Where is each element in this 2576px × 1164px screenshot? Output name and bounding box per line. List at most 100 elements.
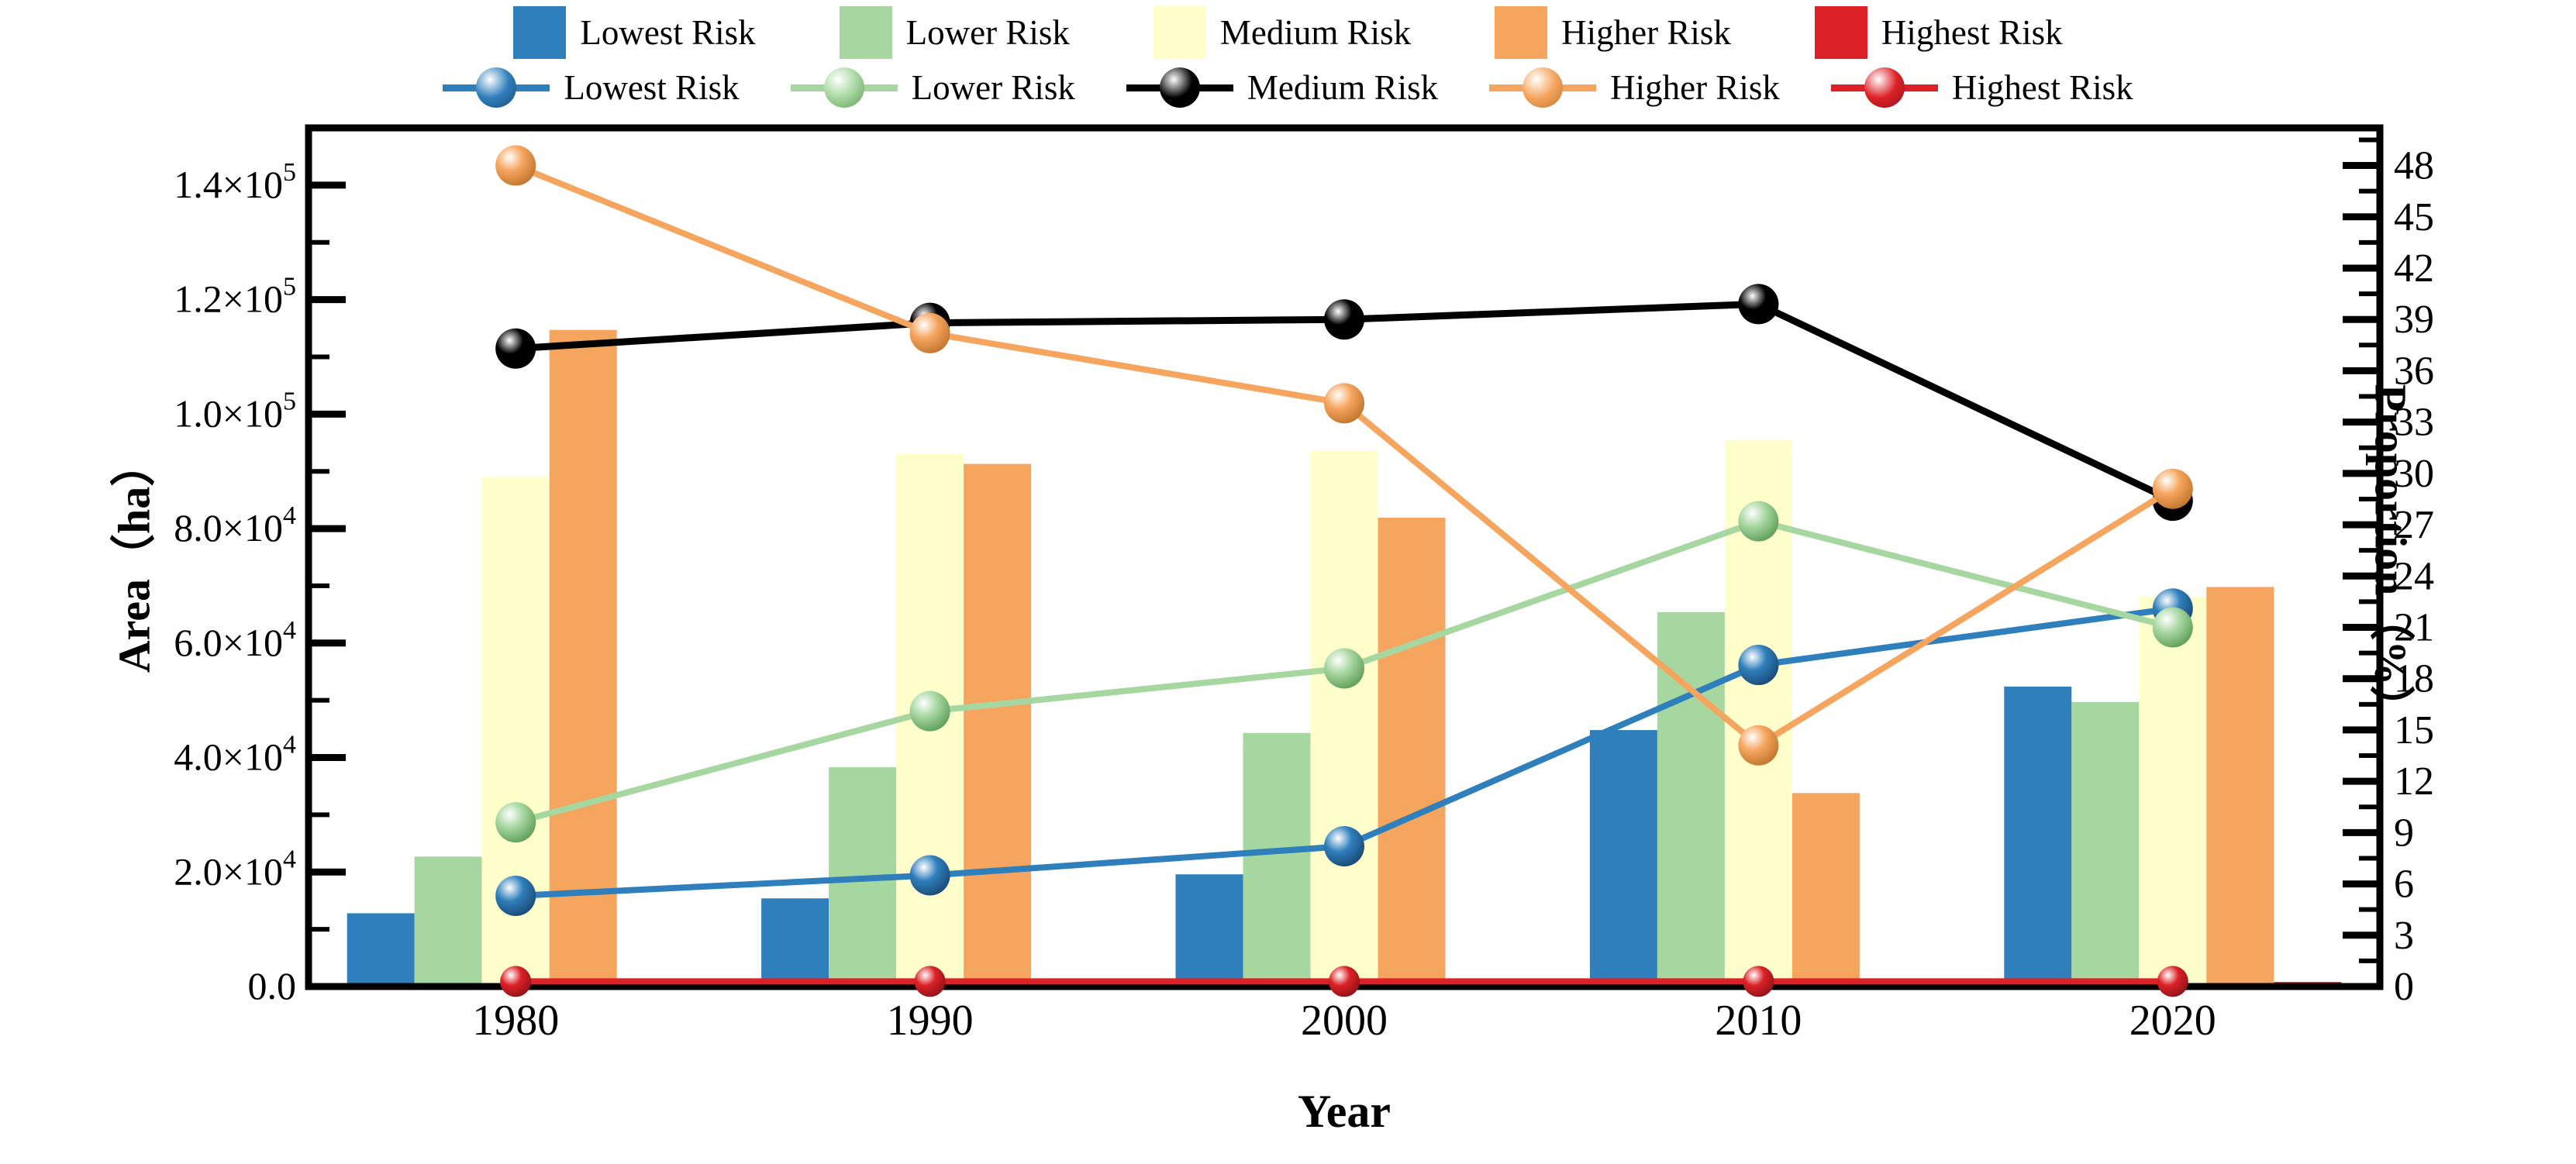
bar (347, 913, 415, 987)
legend-label: Medium Risk (1247, 68, 1439, 107)
right-tick-label: 0 (2394, 965, 2414, 1009)
left-tick-label: 0.0 (248, 964, 297, 1007)
bar-series-medium-risk (481, 440, 2207, 987)
legend-label: Highest Risk (1881, 13, 2063, 52)
higher-risk-marker (1738, 725, 1779, 766)
lower-risk-marker (495, 802, 536, 843)
legend-label: Lowest Risk (580, 13, 756, 52)
bar (1378, 518, 1446, 987)
medium-risk-marker (495, 328, 536, 369)
legend-bar-item-lower-risk: Lower Risk (839, 6, 1070, 59)
bar-series-higher-risk (549, 329, 2274, 987)
legend-swatch-icon (1814, 6, 1867, 59)
medium-risk-marker (1324, 299, 1364, 340)
right-tick-label: 6 (2394, 863, 2414, 907)
x-tick-label: 2000 (1301, 997, 1388, 1045)
right-tick-label: 48 (2394, 144, 2434, 188)
axis-ticks (312, 137, 2377, 990)
higher-risk-marker (495, 145, 536, 186)
right-tick-label: 15 (2394, 708, 2434, 752)
legend-label: Lower Risk (905, 13, 1070, 52)
line-series-higher-risk (495, 145, 2193, 766)
legend-line-item-medium-risk: Medium Risk (1126, 65, 1438, 110)
legend-swatch-icon (513, 6, 567, 59)
bar (1243, 732, 1311, 987)
bar (2206, 587, 2274, 987)
lowest-risk-marker (1324, 826, 1364, 867)
x-axis-title: Year (1298, 1086, 1391, 1137)
higher-risk-marker (909, 312, 950, 353)
line-series-lowest-risk (495, 588, 2193, 917)
legend-swatch-icon (1495, 6, 1548, 59)
right-tick-label: 9 (2394, 811, 2414, 855)
legend-line-marker-icon (1126, 65, 1233, 110)
highest-risk-marker (914, 966, 946, 997)
x-tick-label: 1980 (472, 997, 559, 1045)
lower-risk-marker (2152, 607, 2193, 648)
legend-line-marker-icon (443, 65, 550, 110)
bar (1310, 450, 1378, 987)
legend-label: Higher Risk (1610, 68, 1780, 107)
bar-series-lowest-risk (347, 686, 2072, 987)
left-tick-label: 2.0×104 (174, 845, 296, 893)
lower-risk-marker (1324, 648, 1364, 689)
x-tick-label: 2010 (1715, 997, 1802, 1045)
left-axis-title: Area（ha） (109, 441, 160, 673)
right-tick-label: 45 (2394, 195, 2434, 239)
highest-risk-marker (2157, 966, 2188, 997)
highest-risk-marker (1329, 966, 1360, 997)
higher-risk-marker (1324, 383, 1364, 424)
legend-line-marker-icon (1489, 65, 1597, 110)
legend-line-marker-icon (1830, 65, 1938, 110)
legend-line-item-lowest-risk: Lowest Risk (443, 65, 740, 110)
right-tick-label: 39 (2394, 298, 2434, 342)
bar (1589, 730, 1657, 987)
right-tick-label: 42 (2394, 246, 2434, 291)
highest-risk-marker (500, 966, 532, 997)
left-tick-label: 1.4×105 (174, 158, 296, 206)
lower-risk-marker (1738, 501, 1779, 542)
right-tick-label: 3 (2394, 914, 2414, 958)
right-tick-label: 36 (2394, 349, 2434, 393)
right-tick-label: 33 (2394, 401, 2434, 445)
legend-label: Lower Risk (911, 68, 1075, 107)
left-tick-label: 1.2×105 (174, 273, 296, 321)
right-tick-label: 30 (2394, 452, 2434, 496)
right-tick-label: 24 (2394, 554, 2434, 598)
bar (414, 856, 482, 987)
legend-bar-item-highest-risk: Highest Risk (1814, 6, 2063, 59)
legend-bar-item-higher-risk: Higher Risk (1495, 6, 1731, 59)
medium-risk-marker (1738, 284, 1779, 325)
bar (1791, 793, 1860, 987)
lowest-risk-marker (909, 855, 950, 896)
legend-label: Medium Risk (1219, 13, 1412, 52)
bar (2139, 596, 2207, 987)
legend-line-item-higher-risk: Higher Risk (1489, 65, 1780, 110)
lowest-risk-marker (1738, 645, 1779, 686)
legend-swatch-icon (839, 6, 892, 59)
axis-tick-labels: 0.0 2.0×104 4.0×104 6.0×104 8.0×104 1.0×105 1.… (174, 144, 2434, 1045)
legend-bar-item-medium-risk: Medium Risk (1153, 6, 1412, 59)
lowest-risk-marker (495, 876, 536, 917)
left-tick-label: 8.0×104 (174, 501, 296, 549)
x-tick-label: 2020 (2129, 997, 2216, 1045)
legend-bar-row: Lowest Risk Lower Risk Medium Risk Higher R… (0, 6, 2576, 59)
bar (549, 329, 617, 987)
bar (2071, 701, 2140, 987)
right-tick-label: 12 (2394, 759, 2434, 804)
higher-risk-marker (2152, 468, 2193, 509)
left-tick-label: 1.0×105 (174, 387, 296, 435)
lower-risk-marker (909, 690, 950, 732)
legend-line-item-highest-risk: Highest Risk (1830, 65, 2133, 110)
bar (1175, 874, 1243, 987)
bar (2004, 686, 2072, 987)
line-series-lower-risk (495, 501, 2193, 843)
legend-label: Higher Risk (1561, 13, 1731, 52)
left-tick-label: 6.0×104 (174, 616, 296, 664)
right-tick-label: 27 (2394, 503, 2434, 547)
bar (761, 898, 829, 987)
x-tick-label: 1990 (887, 997, 974, 1045)
legend-bar-item-lowest-risk: Lowest Risk (513, 6, 756, 59)
